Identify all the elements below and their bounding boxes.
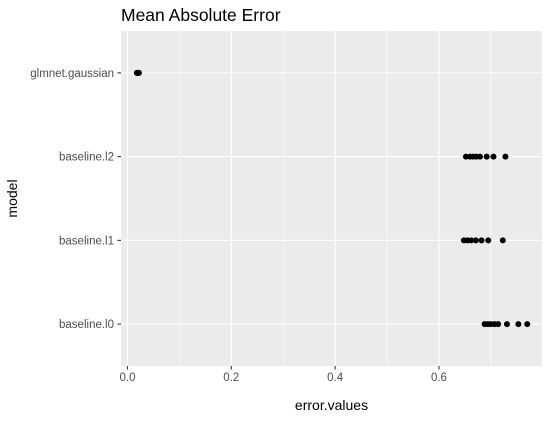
data-point	[524, 321, 531, 328]
x-tick-label: 0.2	[223, 372, 239, 384]
data-point	[495, 321, 502, 328]
data-point	[468, 237, 475, 244]
y-tick-label: baseline.l2	[59, 152, 114, 164]
y-tick-label: glmnet.gaussian	[30, 68, 114, 80]
y-tick-label: baseline.l1	[59, 235, 114, 247]
y-axis-ticks: baseline.l0 baseline.l1 baseline.l2 glmnet.…	[30, 68, 121, 331]
data-point	[462, 153, 469, 160]
x-tick-label: 0.0	[119, 372, 135, 384]
data-point	[476, 153, 483, 160]
grid-minor	[179, 31, 492, 366]
data-point	[472, 237, 479, 244]
x-axis-label: error.values	[295, 397, 368, 413]
x-tick-label: 0.6	[431, 372, 447, 384]
data-point	[503, 321, 510, 328]
data-point	[485, 237, 492, 244]
x-tick-label: 0.4	[327, 372, 344, 384]
y-axis-label: model	[4, 179, 20, 217]
data-point	[478, 237, 485, 244]
y-tick-label: baseline.l0	[59, 319, 114, 331]
plot-panel	[121, 31, 542, 366]
data-point	[483, 153, 490, 160]
data-point	[515, 321, 522, 328]
data-point	[499, 237, 506, 244]
x-axis-ticks: 0.0 0.2 0.4 0.6	[119, 366, 447, 384]
data-point	[490, 153, 497, 160]
data-points	[133, 69, 531, 328]
data-point	[502, 153, 509, 160]
chart-title: Mean Absolute Error	[121, 5, 281, 25]
data-point	[135, 69, 142, 76]
